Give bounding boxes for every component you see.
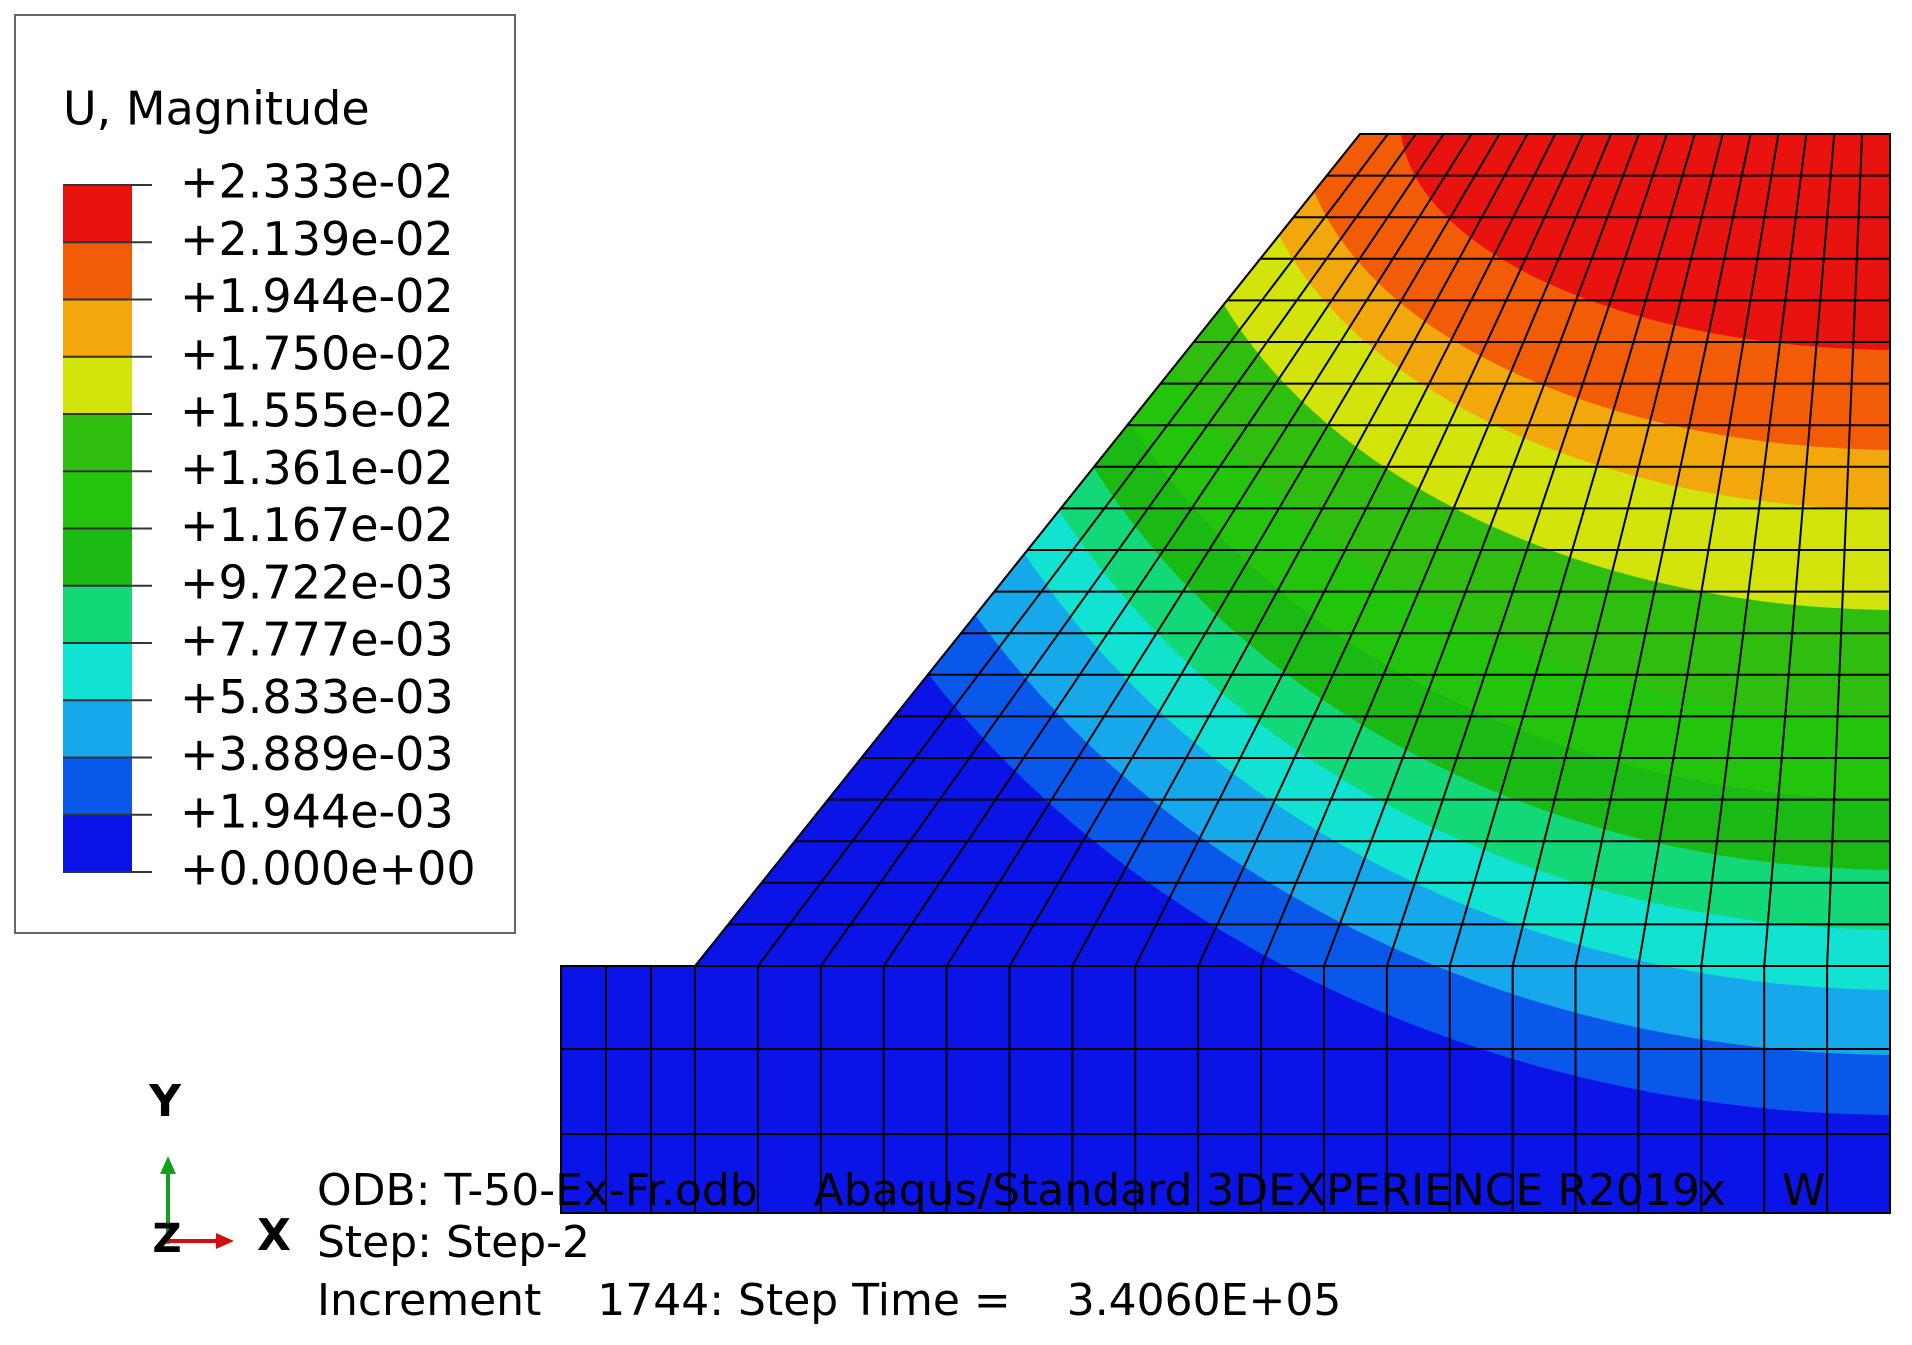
legend-label: +5.833e-03 — [180, 670, 454, 724]
mesh-line — [1637, 134, 1780, 967]
legend-label: +1.944e-02 — [180, 269, 454, 323]
mesh-line — [1700, 134, 1808, 967]
mesh-line — [1763, 134, 1836, 967]
contour-model — [561, 134, 1890, 1213]
legend-swatch — [63, 643, 132, 701]
legend-label: +1.750e-02 — [180, 326, 454, 380]
legend-label: +7.777e-03 — [180, 613, 454, 667]
mesh-line — [1826, 134, 1864, 967]
legend-swatch — [63, 471, 132, 529]
odb-info: ODB: T-50-Ex-Fr.odb Abaqus/Standard 3DEX… — [317, 1165, 1825, 1216]
mesh-line — [819, 134, 1417, 967]
model-outline — [560, 133, 1891, 1214]
mesh-line — [1008, 134, 1501, 967]
mesh-line — [1260, 134, 1612, 967]
mesh-line — [1323, 134, 1640, 967]
legend-swatch — [63, 414, 132, 472]
legend-swatch — [63, 299, 132, 358]
legend-swatch — [63, 185, 132, 243]
legend-label: +0.000e+00 — [180, 842, 476, 896]
mesh-line — [1197, 134, 1585, 967]
mesh-line — [1448, 134, 1696, 967]
legend-label: +2.139e-02 — [180, 212, 454, 266]
legend-swatch — [63, 700, 132, 758]
mesh-line — [1071, 134, 1529, 967]
legend-swatch — [63, 528, 132, 587]
legend-label: +2.333e-02 — [180, 155, 454, 209]
mesh-line — [1134, 134, 1557, 967]
triad: Y Z X — [148, 1076, 291, 1262]
legend-label: +1.555e-02 — [180, 384, 454, 438]
legend-label: +3.889e-03 — [180, 727, 454, 781]
step-info: Step: Step-2 — [317, 1217, 590, 1268]
mesh-line — [1511, 134, 1724, 967]
mesh-line — [945, 134, 1473, 967]
mesh-line — [757, 134, 1389, 967]
legend-label: +1.944e-03 — [180, 784, 454, 838]
axis-z-label: Z — [152, 1216, 181, 1262]
legend-label: +9.722e-03 — [180, 555, 454, 609]
legend-label: +1.361e-02 — [180, 441, 454, 495]
legend-swatch — [63, 585, 132, 644]
axis-x-label: X — [257, 1210, 291, 1261]
legend-swatch — [63, 814, 132, 873]
mesh-line — [1385, 134, 1668, 967]
contour-band — [1400, 134, 1890, 350]
legend: +2.333e-02+2.139e-02+1.944e-02+1.750e-02… — [63, 155, 476, 896]
legend-label: +1.167e-02 — [180, 498, 454, 552]
legend-swatch — [63, 356, 132, 415]
mesh-line — [1574, 134, 1752, 967]
legend-swatch — [63, 242, 132, 300]
axis-y-label: Y — [148, 1076, 182, 1127]
legend-title: U, Magnitude — [63, 82, 370, 136]
increment-info: Increment 1744: Step Time = 3.4060E+05 — [317, 1275, 1341, 1326]
mesh-line — [882, 134, 1445, 967]
legend-swatch — [63, 757, 132, 816]
